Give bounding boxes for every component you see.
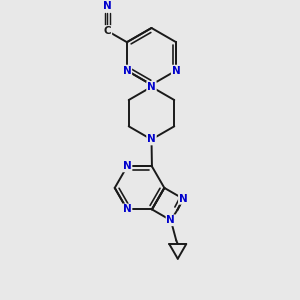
Text: N: N: [147, 82, 156, 92]
Text: N: N: [122, 66, 131, 76]
Text: N: N: [179, 194, 188, 204]
Text: N: N: [147, 134, 156, 145]
Text: N: N: [172, 66, 181, 76]
Text: N: N: [123, 204, 131, 214]
Text: N: N: [103, 1, 112, 11]
Text: C: C: [104, 26, 111, 36]
Text: N: N: [123, 161, 131, 171]
Text: N: N: [167, 215, 175, 225]
